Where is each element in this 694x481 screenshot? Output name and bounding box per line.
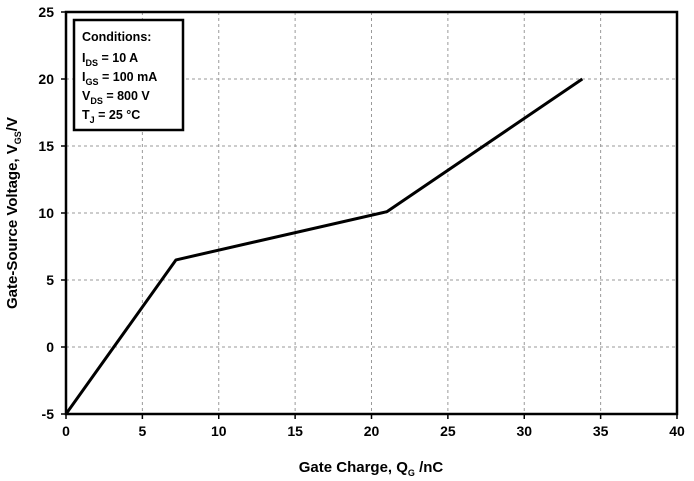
x-tick-label: 5 bbox=[138, 423, 146, 439]
grid-lines bbox=[66, 12, 677, 414]
x-tick-labels: 0 5 10 15 20 25 30 35 40 bbox=[62, 414, 685, 439]
series-layer bbox=[64, 77, 584, 415]
y-tick-label: 15 bbox=[38, 138, 54, 154]
condition-line: IDS = 10 A bbox=[82, 51, 138, 68]
x-tick-label: 0 bbox=[62, 423, 70, 439]
x-tick-label: 30 bbox=[516, 423, 532, 439]
conditions-box: Conditions: IDS = 10 A IGS = 100 mA VDS = … bbox=[72, 18, 185, 132]
y-tick-label: 10 bbox=[38, 205, 54, 221]
x-tick-label: 25 bbox=[440, 423, 456, 439]
y-tick-label: 5 bbox=[46, 272, 54, 288]
y-tick-label: 20 bbox=[38, 71, 54, 87]
x-axis-title: Gate Charge, QG /nC bbox=[299, 459, 444, 478]
condition-line: TJ = 25 °C bbox=[82, 108, 140, 125]
y-tick-label: -5 bbox=[42, 406, 55, 422]
y-tick-labels: -5 0 5 10 15 20 25 bbox=[38, 4, 66, 422]
y-tick-label: 25 bbox=[38, 4, 54, 20]
y-axis-title: Gate-Source Voltage, VGS/V bbox=[4, 117, 23, 309]
conditions-title: Conditions: bbox=[82, 30, 151, 44]
condition-line: IGS = 100 mA bbox=[82, 70, 157, 87]
x-tick-label: 20 bbox=[364, 423, 380, 439]
conditions-border bbox=[72, 18, 185, 132]
condition-line: VDS = 800 V bbox=[82, 89, 150, 106]
x-tick-label: 10 bbox=[211, 423, 227, 439]
y-tick-label: 0 bbox=[46, 339, 54, 355]
x-tick-label: 40 bbox=[669, 423, 685, 439]
x-tick-label: 15 bbox=[287, 423, 303, 439]
gate-charge-curve bbox=[64, 77, 584, 415]
x-tick-label: 35 bbox=[593, 423, 609, 439]
